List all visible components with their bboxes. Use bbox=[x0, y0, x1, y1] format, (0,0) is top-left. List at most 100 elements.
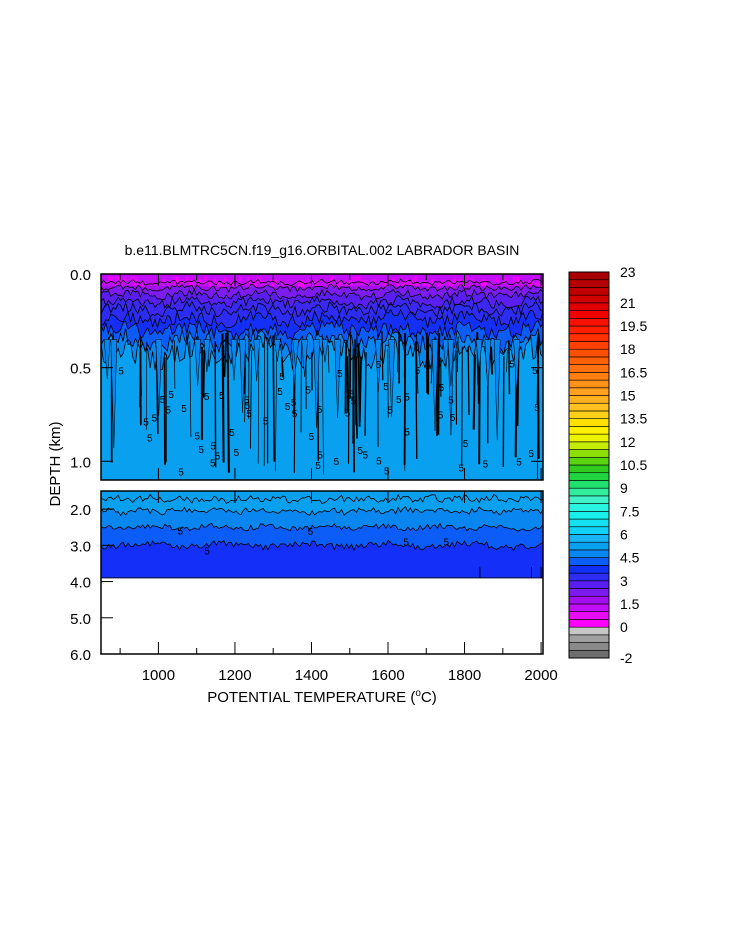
contour-label: 5 bbox=[245, 401, 251, 412]
colorbar-swatch bbox=[568, 634, 610, 643]
colorbar-swatch bbox=[568, 441, 610, 450]
contour-label: 5 bbox=[279, 372, 285, 383]
contour-label: 5 bbox=[181, 404, 187, 415]
colorbar-label: 4.5 bbox=[620, 550, 640, 566]
colorbar-label: 19.5 bbox=[620, 318, 647, 334]
contour-label: 5 bbox=[277, 387, 283, 398]
contour-label: 5 bbox=[450, 413, 456, 424]
contour-label: 5 bbox=[337, 369, 343, 380]
colorbar-swatch bbox=[568, 565, 610, 574]
contour-label: 5 bbox=[516, 458, 522, 469]
contour-label: 5 bbox=[439, 383, 445, 394]
colorbar-swatch bbox=[568, 410, 610, 419]
colorbar-swatch bbox=[568, 325, 610, 335]
contour-label: 5 bbox=[351, 396, 357, 407]
contour-label: 5 bbox=[147, 434, 153, 445]
contour-label: 5 bbox=[376, 457, 382, 468]
contour-label: 5 bbox=[349, 390, 355, 401]
colorbar-swatch bbox=[568, 456, 610, 466]
contour-label: 5 bbox=[285, 402, 291, 413]
colorbar-swatch bbox=[568, 464, 610, 474]
contour-label: 5 bbox=[152, 414, 158, 425]
x-axis: 1000 1200 1400 1600 1800 2000 bbox=[119, 274, 558, 684]
colorbar-swatch bbox=[568, 557, 610, 566]
lower-panel-frame bbox=[100, 490, 544, 655]
contour-label: 5 bbox=[404, 392, 410, 403]
colorbar-label: 6 bbox=[620, 526, 628, 542]
x-tick-label: 1000 bbox=[142, 667, 175, 684]
colorbar-swatch bbox=[568, 395, 610, 404]
contour-label: 5 bbox=[459, 464, 465, 475]
colorbar-swatch bbox=[568, 611, 610, 620]
colorbar-swatch bbox=[568, 588, 610, 597]
contour-label: 5 bbox=[291, 398, 297, 409]
colorbar-label: 0 bbox=[620, 619, 628, 635]
contour-label: 5 bbox=[383, 382, 389, 393]
contour-label: 5 bbox=[263, 417, 269, 428]
contour-label: 5 bbox=[403, 537, 409, 548]
colorbar-swatch bbox=[568, 341, 610, 350]
colorbar-swatch bbox=[568, 418, 610, 427]
colorbar-swatch bbox=[568, 603, 610, 612]
x-tick-label: 1400 bbox=[295, 667, 328, 684]
contour-label: 5 bbox=[204, 392, 210, 403]
x-tick-label: 1200 bbox=[218, 667, 251, 684]
colorbar-label: 7.5 bbox=[620, 503, 640, 519]
colorbar-swatch bbox=[568, 402, 610, 412]
colorbar-label: 10.5 bbox=[620, 457, 647, 473]
colorbar-swatch bbox=[568, 472, 610, 481]
y-axis-upper: 0.0 0.5 1.0 bbox=[70, 267, 543, 471]
colorbar-swatch bbox=[568, 518, 610, 528]
x-tick-label: 1800 bbox=[448, 667, 481, 684]
colorbar-swatch bbox=[568, 487, 610, 497]
contour-label: 5 bbox=[317, 405, 323, 416]
contour-label: 5 bbox=[166, 406, 172, 417]
colorbar-swatch bbox=[568, 372, 610, 381]
contour-label: 5 bbox=[448, 395, 454, 406]
colorbar-swatch bbox=[568, 348, 610, 358]
x-axis-title: POTENTIAL TEMPERATURE (oC) bbox=[207, 688, 436, 706]
contour-label: 5 bbox=[118, 366, 124, 377]
contour-label: 5 bbox=[509, 360, 515, 371]
contour-label: 5 bbox=[532, 366, 538, 377]
lower-panel-field: 5 5 5 5 5 bbox=[101, 491, 543, 579]
colorbar-label: 13.5 bbox=[620, 411, 647, 427]
contour-label: 5 bbox=[229, 428, 235, 439]
chart-title: b.e11.BLMTRC5CN.f19_g16.ORBITAL.002 LABR… bbox=[125, 242, 520, 258]
field-band bbox=[101, 540, 543, 578]
colorbar-swatch bbox=[568, 572, 610, 582]
upper-panel-frame bbox=[100, 273, 544, 481]
y-tick-label: 5.0 bbox=[70, 611, 91, 628]
colorbar-swatch bbox=[568, 642, 610, 651]
colorbar-label: 12 bbox=[620, 434, 636, 450]
y-tick-label: 1.0 bbox=[70, 454, 91, 471]
colorbar-swatch bbox=[568, 580, 610, 589]
colorbar-swatch bbox=[568, 364, 610, 373]
contour-label: 5 bbox=[438, 411, 444, 422]
contour-label: 5 bbox=[387, 406, 393, 417]
contour-label: 5 bbox=[317, 451, 323, 462]
contour-label: 5 bbox=[415, 366, 421, 377]
colorbar-swatch bbox=[568, 271, 610, 281]
contour-label: 5 bbox=[160, 395, 166, 406]
contour-label: 5 bbox=[534, 403, 540, 414]
colorbar-swatch bbox=[568, 480, 610, 489]
contour-label: 5 bbox=[198, 445, 204, 456]
contour-label: 5 bbox=[528, 449, 534, 460]
contour-label: 5 bbox=[404, 428, 410, 439]
contour-label: 5 bbox=[309, 432, 315, 443]
colorbar-swatch bbox=[568, 449, 610, 458]
colorbar-label: 21 bbox=[620, 295, 636, 311]
y-tick-label: 4.0 bbox=[70, 575, 91, 592]
contour-label: 5 bbox=[358, 446, 364, 457]
contour-label: 5 bbox=[463, 439, 469, 450]
contour-label: 5 bbox=[334, 457, 340, 468]
colorbar-swatch bbox=[568, 302, 610, 311]
contour-label: 5 bbox=[178, 468, 184, 479]
colorbar-swatch bbox=[568, 503, 610, 512]
contour-label: 5 bbox=[168, 390, 174, 401]
colorbar-swatch bbox=[568, 626, 610, 636]
colorbar-label: 15 bbox=[620, 388, 636, 404]
colorbar-swatch bbox=[568, 333, 610, 342]
